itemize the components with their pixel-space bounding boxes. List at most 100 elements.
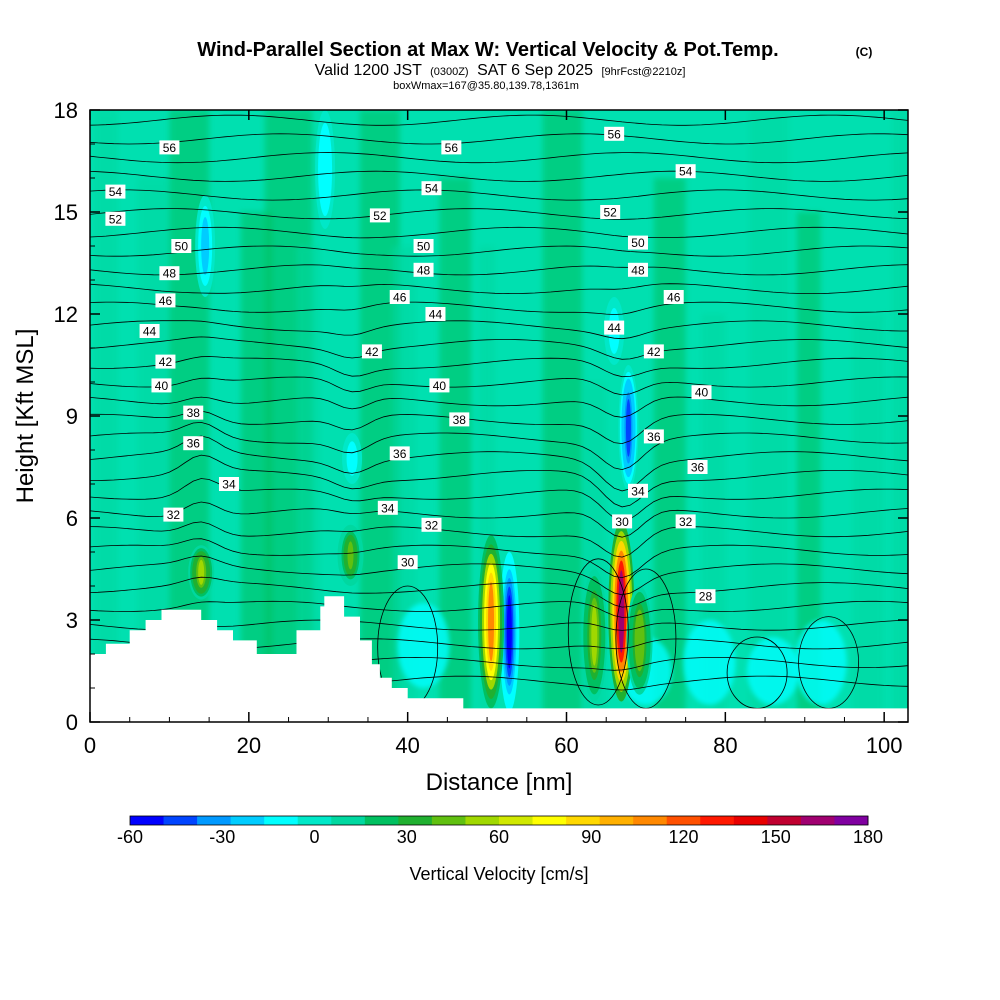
colorbar-swatch bbox=[599, 816, 634, 825]
contour-label: 46 bbox=[389, 290, 410, 305]
x-tick-label: 0 bbox=[84, 733, 96, 758]
contour-label-box bbox=[429, 378, 450, 393]
theta-contour-line bbox=[90, 226, 908, 239]
background-bands bbox=[93, 110, 908, 722]
colorbar-swatch bbox=[800, 816, 835, 825]
theta-contour-line bbox=[90, 152, 908, 164]
colorbar-tick-label: 180 bbox=[853, 827, 883, 847]
theta-contour-line bbox=[90, 619, 908, 631]
theta-contour-line bbox=[90, 336, 908, 360]
x-axis-title: Distance [nm] bbox=[426, 769, 573, 796]
subtitle-forecast: [9hrFcst@2210z] bbox=[601, 66, 685, 78]
colorbar-swatch bbox=[197, 816, 232, 825]
contour-label: 40 bbox=[429, 378, 450, 393]
contour-label: 32 bbox=[163, 507, 184, 522]
contour-label-text: 40 bbox=[433, 379, 447, 393]
y-tick-label: 15 bbox=[54, 200, 78, 225]
contour-label-box bbox=[421, 181, 442, 196]
contour-label-text: 30 bbox=[401, 556, 415, 570]
colorbar-swatch bbox=[431, 816, 466, 825]
contour-label: 32 bbox=[421, 517, 442, 532]
y-tick-label: 0 bbox=[66, 710, 78, 735]
bg-band bbox=[852, 314, 885, 722]
contour-label-box bbox=[441, 140, 462, 155]
theta-contour-line bbox=[90, 435, 908, 492]
x-tick-label: 20 bbox=[237, 733, 261, 758]
terrain-mask bbox=[90, 596, 908, 722]
contour-label-box bbox=[413, 262, 434, 277]
contour-label: 50 bbox=[171, 239, 192, 254]
contour-label: 38 bbox=[449, 412, 470, 427]
contour-label-box bbox=[604, 320, 625, 335]
theta-contour-line bbox=[90, 454, 908, 508]
contour-label: 56 bbox=[441, 140, 462, 155]
contour-label-text: 46 bbox=[159, 294, 173, 308]
contour-label-text: 28 bbox=[699, 590, 713, 604]
bg-band bbox=[391, 246, 416, 722]
contour-label-box bbox=[105, 184, 126, 199]
contour-label-text: 42 bbox=[365, 345, 379, 359]
contour-label-box bbox=[421, 517, 442, 532]
contour-label-text: 52 bbox=[109, 212, 123, 226]
contour-label: 36 bbox=[183, 436, 204, 451]
contour-label-text: 50 bbox=[175, 240, 189, 254]
contour-label: 34 bbox=[377, 500, 398, 515]
bg-band bbox=[749, 110, 789, 722]
colorbar-tick-label: -30 bbox=[209, 827, 235, 847]
contour-label: 50 bbox=[627, 235, 648, 250]
updraft-cell bbox=[591, 604, 598, 666]
contour-label: 44 bbox=[604, 320, 625, 335]
contour-label: 34 bbox=[627, 483, 648, 498]
contour-label: 48 bbox=[159, 266, 180, 281]
contour-label-box bbox=[163, 507, 184, 522]
contour-label-box bbox=[369, 208, 390, 223]
bg-band bbox=[701, 314, 726, 722]
contour-label-text: 44 bbox=[429, 308, 443, 322]
low-level-pocket bbox=[794, 620, 847, 705]
colorbar-swatch bbox=[297, 816, 332, 825]
chart-title: Wind-Parallel Section at Max W: Vertical… bbox=[197, 39, 778, 61]
theta-contour-line bbox=[90, 356, 908, 378]
downdraft-cell bbox=[202, 222, 208, 270]
contour-label: 36 bbox=[687, 460, 708, 475]
downdraft-cell bbox=[625, 399, 631, 457]
colorbar-tick-label: 0 bbox=[309, 827, 319, 847]
theta-closed-contour bbox=[567, 558, 629, 706]
contour-label-text: 52 bbox=[604, 206, 618, 220]
contour-label: 44 bbox=[425, 307, 446, 322]
y-tick-label: 12 bbox=[54, 302, 78, 327]
theta-contour-line bbox=[90, 555, 908, 596]
contour-label: 40 bbox=[691, 385, 712, 400]
colorbar-swatch bbox=[499, 816, 534, 825]
contour-label: 42 bbox=[643, 344, 664, 359]
theta-contour-line bbox=[90, 114, 908, 126]
contour-label: 56 bbox=[159, 140, 180, 155]
contour-label: 50 bbox=[413, 239, 434, 254]
theta-contour-line bbox=[90, 245, 908, 257]
updraft-cell bbox=[347, 541, 354, 570]
theta-contour-line bbox=[90, 301, 908, 315]
contour-label-box bbox=[600, 205, 621, 219]
contour-label: 52 bbox=[600, 205, 621, 220]
colorbar-swatch bbox=[532, 816, 567, 825]
contour-label-text: 48 bbox=[163, 267, 177, 281]
contour-label-box bbox=[413, 239, 434, 253]
contour-label-text: 30 bbox=[615, 515, 629, 529]
contour-label: 48 bbox=[627, 262, 648, 277]
contour-label-box bbox=[155, 293, 176, 308]
contour-label-text: 36 bbox=[393, 447, 407, 461]
contour-label: 46 bbox=[663, 290, 684, 305]
theta-contour-line bbox=[90, 283, 908, 295]
theta-contour-line bbox=[90, 189, 908, 201]
contour-label-text: 46 bbox=[667, 291, 681, 305]
theta-contour-line bbox=[90, 600, 908, 618]
contour-label-box bbox=[449, 412, 470, 427]
contour-label-box bbox=[389, 290, 410, 304]
colorbar-swatch bbox=[666, 816, 701, 825]
downdraft-cell bbox=[349, 446, 355, 471]
subtitle-utc: (0300Z) bbox=[430, 66, 469, 78]
contour-label-box bbox=[183, 436, 204, 451]
vertical-velocity-cells bbox=[188, 110, 653, 712]
contour-label-text: 56 bbox=[445, 141, 459, 155]
